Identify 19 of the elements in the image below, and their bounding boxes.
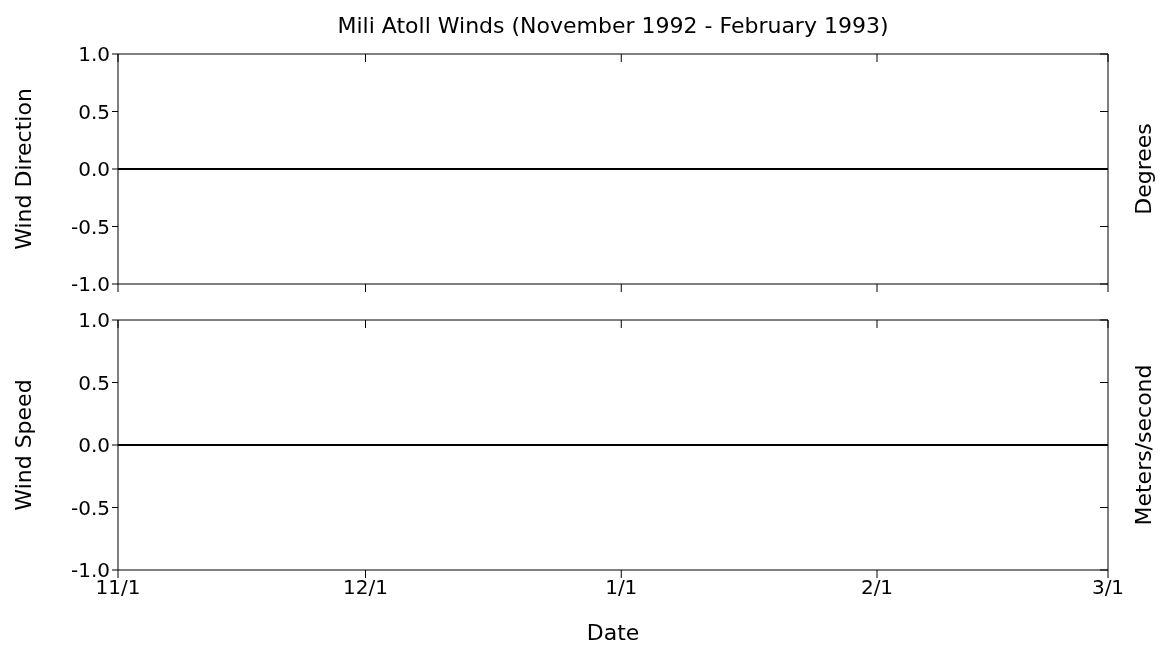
x-tick-label: 12/1 [343, 575, 388, 600]
y2-axis-title: Meters/second [1130, 364, 1156, 526]
y-axis-title: Wind Direction [10, 88, 36, 250]
y-tick-label: 0.5 [78, 370, 110, 395]
y2-axis-title: Degrees [1130, 123, 1156, 215]
y-tick-label: -0.5 [70, 495, 110, 520]
y-tick-label: 0.5 [78, 99, 110, 124]
x-tick-label: 3/1 [1091, 575, 1125, 600]
x-axis-title: Date [586, 620, 640, 645]
y-tick-label: 1.0 [78, 42, 110, 67]
y-tick-label: 0.0 [78, 433, 110, 458]
x-tick-label: 2/1 [860, 575, 894, 600]
y-axis-title: Wind Speed [10, 379, 36, 511]
y-tick-label: -1.0 [70, 272, 110, 297]
chart-title: Mili Atoll Winds (November 1992 - February 1993) [336, 12, 890, 40]
y-tick-label: 0.0 [78, 157, 110, 182]
x-tick-label: 1/1 [605, 575, 638, 600]
y-tick-label: -0.5 [70, 214, 110, 239]
y-tick-label: 1.0 [78, 308, 110, 333]
